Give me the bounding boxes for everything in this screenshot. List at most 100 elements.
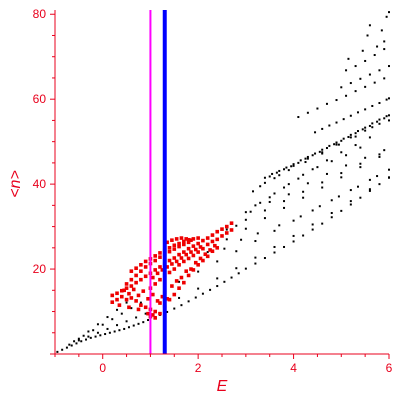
red-data-point: [186, 273, 191, 278]
red-data-point: [143, 259, 148, 264]
black-data-point: [368, 188, 371, 191]
black-data-point: [304, 161, 307, 164]
black-data-point: [368, 124, 371, 127]
black-data-point: [359, 166, 362, 169]
black-data-point: [342, 137, 345, 140]
black-data-point: [197, 287, 200, 290]
black-data-point: [287, 193, 290, 196]
black-data-point: [347, 135, 350, 138]
black-data-point: [254, 256, 257, 259]
black-data-point: [316, 166, 319, 169]
red-data-point: [203, 252, 208, 256]
red-data-point: [201, 246, 205, 251]
black-data-point: [371, 104, 374, 107]
black-data-point: [354, 135, 357, 138]
red-data-point: [153, 282, 157, 286]
black-data-point: [299, 215, 302, 218]
red-data-point: [184, 252, 189, 257]
black-data-point: [335, 121, 338, 124]
black-data-point: [349, 114, 352, 117]
black-data-point: [235, 224, 238, 227]
black-data-point: [278, 224, 281, 227]
red-data-point: [177, 286, 181, 290]
black-data-point: [385, 115, 388, 118]
black-data-point: [349, 203, 352, 206]
black-data-point: [254, 240, 257, 243]
black-data-point: [85, 338, 88, 341]
black-data-point: [388, 176, 390, 179]
black-data-point: [56, 350, 59, 353]
black-data-point: [376, 120, 379, 123]
red-data-point: [122, 288, 126, 293]
black-data-point: [120, 312, 123, 315]
black-data-point: [373, 54, 376, 57]
black-data-point: [130, 307, 133, 310]
black-data-point: [328, 144, 331, 147]
black-data-point: [297, 161, 300, 164]
red-data-point: [139, 277, 143, 282]
red-data-point: [215, 237, 220, 242]
black-data-point: [144, 312, 147, 315]
red-data-point: [172, 292, 177, 297]
black-data-point: [68, 343, 71, 346]
black-data-point: [318, 150, 321, 153]
black-data-point: [383, 149, 386, 152]
black-data-point: [116, 324, 119, 327]
red-data-point: [167, 297, 172, 302]
black-data-point: [302, 196, 305, 199]
black-data-point: [273, 192, 276, 195]
black-data-point: [306, 157, 309, 160]
black-data-point: [368, 189, 371, 192]
black-data-point: [263, 209, 266, 212]
red-data-point: [155, 299, 160, 303]
black-data-point: [366, 34, 369, 37]
black-data-point: [383, 117, 386, 120]
black-data-point: [340, 86, 343, 89]
black-data-point: [368, 136, 371, 139]
black-data-point: [254, 262, 257, 265]
black-data-point: [230, 276, 233, 279]
black-data-point: [378, 155, 381, 158]
black-data-point: [254, 204, 257, 207]
red-data-point: [167, 270, 172, 275]
red-data-point: [196, 250, 200, 254]
black-data-point: [361, 49, 364, 52]
black-data-point: [137, 322, 140, 325]
red-data-point: [191, 237, 196, 241]
black-data-point: [268, 200, 271, 203]
black-data-point: [376, 175, 379, 178]
black-data-point: [337, 195, 340, 198]
red-data-point: [158, 301, 162, 305]
black-data-point: [361, 128, 364, 131]
black-data-point: [73, 340, 76, 343]
black-data-point: [111, 318, 114, 321]
black-data-point: [147, 319, 150, 322]
black-data-point: [337, 143, 340, 146]
red-data-point: [153, 309, 157, 314]
red-data-point: [182, 250, 186, 254]
black-data-point: [385, 98, 388, 101]
red-data-point: [205, 254, 210, 259]
black-data-point: [273, 245, 276, 248]
black-data-point: [318, 205, 321, 208]
black-data-point: [340, 209, 343, 212]
red-data-point: [158, 251, 162, 255]
black-data-point: [237, 272, 240, 275]
red-data-point: [160, 268, 165, 272]
black-data-point: [252, 190, 255, 193]
black-data-point: [283, 245, 286, 248]
red-data-point: [210, 239, 215, 244]
black-data-point: [356, 111, 359, 114]
black-data-point: [354, 144, 357, 147]
black-data-point: [292, 219, 295, 222]
black-point-series: [56, 11, 390, 353]
black-data-point: [345, 154, 348, 157]
black-data-point: [304, 157, 307, 160]
black-data-point: [335, 141, 338, 144]
red-data-point: [136, 307, 141, 312]
black-data-point: [325, 159, 328, 162]
black-data-point: [342, 118, 345, 121]
black-data-point: [166, 310, 169, 313]
red-point-series: [110, 221, 234, 320]
black-data-point: [61, 348, 64, 351]
